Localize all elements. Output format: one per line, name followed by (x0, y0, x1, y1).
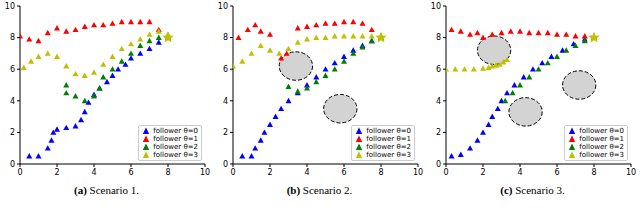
html-text:follower θ=1: follower θ=1 (579, 135, 624, 143)
html-text:follower θ=2: follower θ=2 (153, 143, 198, 151)
html-text:(c) Scenario 3.: (c) Scenario 3. (500, 184, 565, 196)
svg-text:2: 2 (10, 128, 15, 137)
svg-text:4: 4 (304, 168, 309, 177)
svg-text:6: 6 (436, 65, 441, 74)
svg-text:0: 0 (230, 168, 235, 177)
svg-text:8: 8 (436, 33, 441, 42)
svg-text:0: 0 (443, 168, 448, 177)
html-text:(b) Scenario 2.: (b) Scenario 2. (286, 184, 353, 196)
svg-text:10: 10 (218, 2, 228, 11)
svg-text:0: 0 (10, 160, 15, 169)
svg-text:4: 4 (517, 168, 522, 177)
svg-text:10: 10 (431, 2, 441, 11)
svg-text:10: 10 (8, 2, 15, 11)
svg-text:10: 10 (200, 168, 210, 177)
svg-text:2: 2 (54, 168, 59, 177)
svg-text:6: 6 (128, 168, 133, 177)
svg-text:8: 8 (223, 33, 228, 42)
svg-text:8: 8 (165, 168, 170, 177)
html-text:follower θ=1: follower θ=1 (366, 135, 411, 143)
svg-text:10: 10 (626, 168, 632, 177)
html-text:follower θ=3: follower θ=3 (579, 151, 624, 159)
svg-text:6: 6 (554, 168, 559, 177)
svg-text:0: 0 (17, 168, 22, 177)
svg-text:6: 6 (223, 65, 228, 74)
svg-text:2: 2 (267, 168, 272, 177)
svg-text:6: 6 (10, 65, 15, 74)
svg-text:2: 2 (480, 168, 485, 177)
svg-text:10: 10 (413, 168, 423, 177)
html-text:follower θ=0: follower θ=0 (579, 127, 624, 135)
svg-text:8: 8 (10, 33, 15, 42)
html-text:follower θ=1: follower θ=1 (153, 135, 198, 143)
svg-text:6: 6 (341, 168, 346, 177)
svg-text:8: 8 (591, 168, 596, 177)
html-text:follower θ=0: follower θ=0 (153, 127, 198, 135)
svg-text:8: 8 (378, 168, 383, 177)
html-text:follower θ=2: follower θ=2 (579, 143, 624, 151)
html-text:(a) Scenario 1.: (a) Scenario 1. (74, 184, 139, 196)
svg-text:4: 4 (10, 97, 15, 106)
svg-text:0: 0 (223, 160, 228, 169)
svg-text:2: 2 (436, 128, 441, 137)
svg-text:2: 2 (223, 128, 228, 137)
svg-text:0: 0 (436, 160, 441, 169)
html-text:follower θ=3: follower θ=3 (153, 151, 198, 159)
html-text:follower θ=0: follower θ=0 (366, 127, 411, 135)
svg-text:4: 4 (436, 97, 441, 106)
html-text:follower θ=3: follower θ=3 (366, 151, 411, 159)
svg-text:4: 4 (223, 97, 228, 106)
html-text:follower θ=2: follower θ=2 (366, 143, 411, 151)
svg-text:4: 4 (91, 168, 96, 177)
